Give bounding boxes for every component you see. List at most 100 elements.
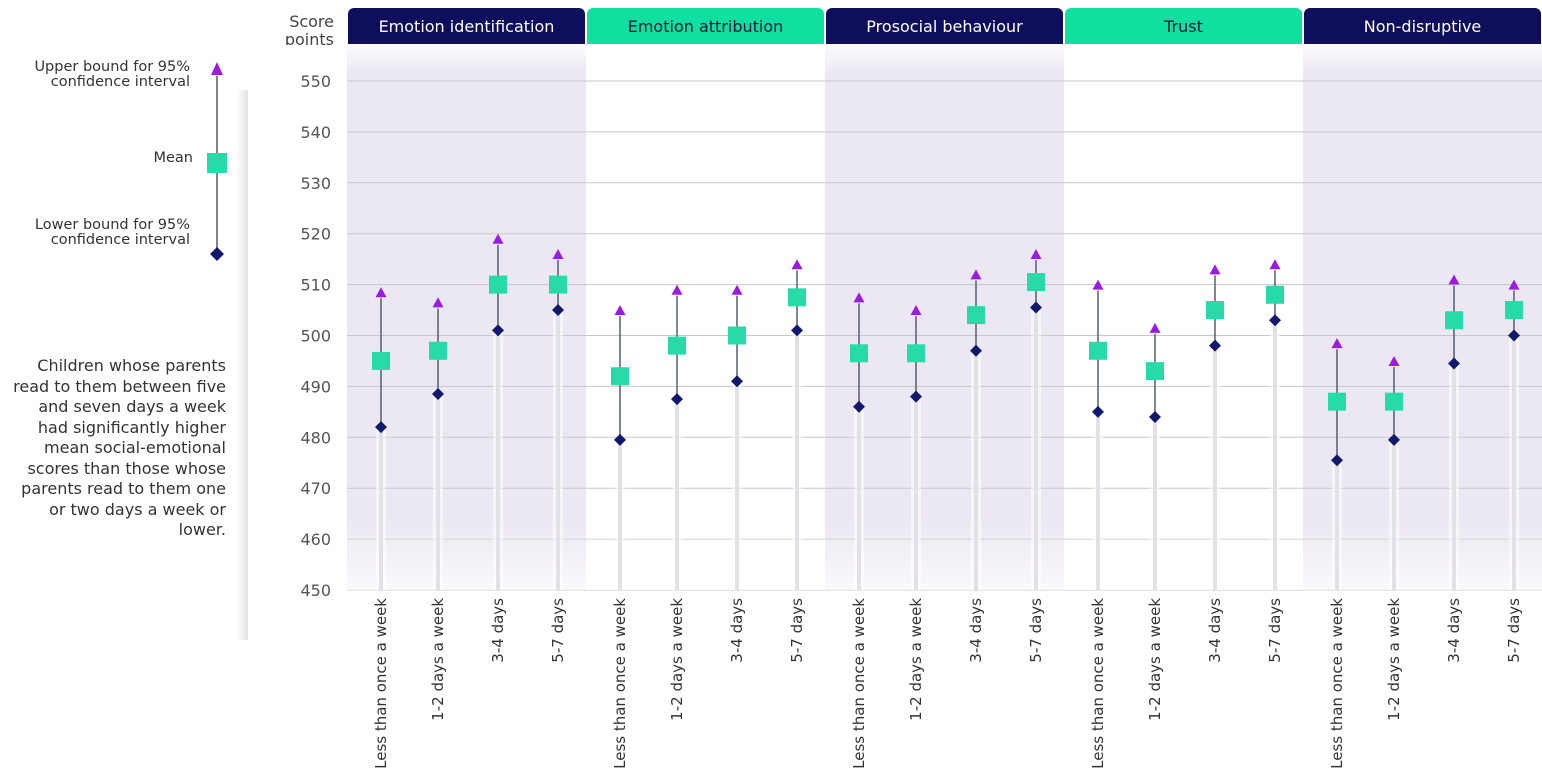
x-tick-label: 3-4 days <box>1206 598 1224 663</box>
legend-symbols <box>207 62 248 640</box>
x-tick-label: 1-2 days a week <box>429 598 447 721</box>
x-tick-label: 1-2 days a week <box>1146 598 1164 721</box>
legend: Upper bound for 95% confidence interval … <box>0 0 250 640</box>
upper-bound-marker <box>432 297 444 308</box>
mean-marker <box>549 275 567 294</box>
upper-bound-marker <box>1388 355 1400 366</box>
group-header-base-1 <box>587 30 824 44</box>
lower-bound-marker <box>552 304 564 317</box>
group-shade-4 <box>1303 44 1542 590</box>
mean-marker <box>1328 392 1346 411</box>
upper-bound-marker <box>910 305 922 316</box>
x-tick-label: 3-4 days <box>967 598 985 663</box>
upper-bound-marker <box>1331 338 1343 349</box>
x-tick-label: 5-7 days <box>788 598 806 663</box>
upper-bound-marker <box>375 287 387 298</box>
legend-note: Children whose parents read to them betw… <box>13 356 226 539</box>
upper-bound-marker <box>1209 264 1221 275</box>
x-tick-label: 5-7 days <box>1505 598 1523 663</box>
mean-marker <box>967 306 985 325</box>
group-shade-0 <box>347 44 586 590</box>
group-header-base-3 <box>1065 30 1302 44</box>
mean-marker <box>788 288 806 307</box>
upper-bound-marker <box>671 284 683 295</box>
upper-bound-marker <box>970 269 982 280</box>
x-tick-label: 1-2 days a week <box>907 598 925 721</box>
x-tick-label: Less than once a week <box>611 598 629 769</box>
x-tick-label: Less than once a week <box>850 598 868 769</box>
lower-bound-marker <box>853 400 865 413</box>
lower-bound-marker <box>671 393 683 406</box>
upper-bound-marker <box>492 233 504 244</box>
upper-bound-marker <box>614 305 626 316</box>
lower-bound-marker <box>1209 339 1221 352</box>
x-tick-label: 5-7 days <box>549 598 567 663</box>
upper-bound-marker <box>1149 322 1161 333</box>
mean-marker <box>611 367 629 386</box>
y-tick-label: 530 <box>300 174 331 193</box>
x-tick-label: Less than once a week <box>372 598 390 769</box>
x-tick-label: 3-4 days <box>1445 598 1463 663</box>
lower-bound-marker <box>1269 314 1281 327</box>
lower-bound-marker <box>910 390 922 403</box>
lower-bound-marker <box>375 421 387 434</box>
lower-bound-marker <box>1388 433 1400 446</box>
group-header-base-0 <box>348 30 585 44</box>
group-header-label: Prosocial behaviour <box>866 17 1023 36</box>
lower-bound-marker <box>1331 454 1343 467</box>
group-header-label: Emotion identification <box>379 17 555 36</box>
legend-mean-marker <box>207 153 227 173</box>
upper-bound-marker <box>552 249 564 260</box>
mean-marker <box>1206 301 1224 320</box>
lower-bound-marker <box>1092 405 1104 418</box>
group-header-label: Non-disruptive <box>1364 17 1482 36</box>
mean-marker <box>1445 311 1463 330</box>
x-tick-label: 1-2 days a week <box>668 598 686 721</box>
legend-lower-label: Lower bound for 95% confidence interval <box>34 217 190 248</box>
x-tick-label: Less than once a week <box>1328 598 1346 769</box>
lower-bound-marker <box>791 324 803 337</box>
legend-mean-label: Mean <box>153 150 193 166</box>
lower-bound-marker <box>1448 357 1460 370</box>
lower-bound-marker <box>731 375 743 388</box>
group-header-label: Emotion attribution <box>628 17 784 36</box>
legend-upper-marker <box>211 62 223 75</box>
lower-bound-marker <box>1149 410 1161 423</box>
y-tick-label: 490 <box>300 377 331 396</box>
plot-fade-top <box>347 44 1542 74</box>
upper-bound-marker <box>853 292 865 303</box>
group-header-base-4 <box>1304 30 1541 44</box>
mean-marker <box>429 341 447 360</box>
y-tick-label: 450 <box>300 581 331 600</box>
mean-marker <box>1505 301 1523 320</box>
mean-marker <box>1266 285 1284 304</box>
mean-marker <box>1146 362 1164 381</box>
mean-marker <box>1089 341 1107 360</box>
y-tick-label: 480 <box>300 428 331 447</box>
group-header-label: Trust <box>1163 17 1203 36</box>
mean-marker <box>907 344 925 363</box>
legend-lower-marker <box>210 247 224 261</box>
legend-upper-label: Upper bound for 95% confidence interval <box>34 59 190 90</box>
lower-bound-marker <box>492 324 504 337</box>
upper-bound-marker <box>731 284 743 295</box>
x-tick-label: 3-4 days <box>489 598 507 663</box>
lower-bound-marker <box>1508 329 1520 342</box>
upper-bound-marker <box>791 259 803 270</box>
upper-bound-marker <box>1448 274 1460 285</box>
lower-bound-marker <box>970 344 982 357</box>
x-tick-label: 1-2 days a week <box>1385 598 1403 721</box>
lower-bound-marker <box>432 388 444 401</box>
y-tick-label: 550 <box>300 72 331 91</box>
mean-marker <box>372 351 390 370</box>
x-tick-label: 5-7 days <box>1266 598 1284 663</box>
upper-bound-marker <box>1030 249 1042 260</box>
group-header-base-2 <box>826 30 1063 44</box>
plot-fade-bottom <box>347 520 1542 590</box>
y-tick-label: 520 <box>300 225 331 244</box>
y-tick-label: 460 <box>300 530 331 549</box>
upper-bound-marker <box>1508 279 1520 290</box>
upper-bound-marker <box>1092 279 1104 290</box>
x-tick-label: Less than once a week <box>1089 598 1107 769</box>
